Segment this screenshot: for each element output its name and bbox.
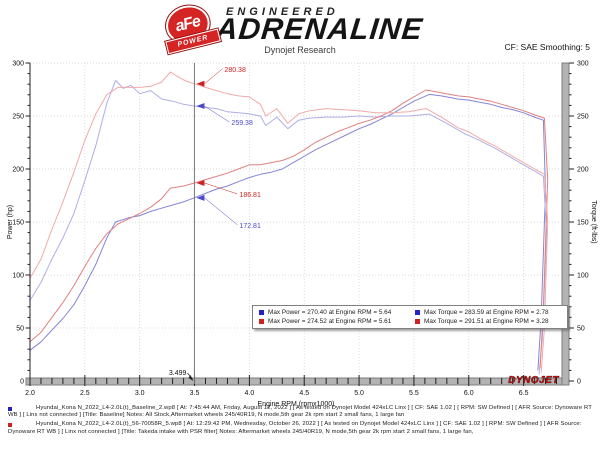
baseline-run-bullet-icon [8, 406, 12, 411]
brand-line-adrenaline: ADRENALINE [214, 13, 425, 46]
curve-takeda-intake-power-hp- [29, 89, 549, 369]
afe-power-text: POWER [176, 34, 210, 49]
svg-text:0: 0 [20, 379, 24, 386]
legend-swatch-icon [415, 310, 420, 315]
run-info-footer: Hyundai_Kona N_2022_L4-2.0L(t)_Baseline_… [0, 404, 600, 438]
legend-item: Max Power = 274.52 at Engine RPM = 5.61 [259, 318, 405, 325]
svg-text:280.38: 280.38 [224, 67, 246, 74]
smoothing-setting-label: CF: SAE Smoothing: 5 [504, 42, 590, 52]
run-info-baseline: Hyundai_Kona N_2022_L4-2.0L(t)_Baseline_… [8, 405, 596, 419]
svg-text:2.5: 2.5 [80, 390, 90, 397]
curve-baseline-power-hp- [29, 93, 546, 371]
svg-text:3.499: 3.499 [169, 370, 187, 377]
svg-text:6.5: 6.5 [519, 390, 529, 397]
svg-text:100: 100 [12, 273, 24, 280]
svg-text:3.5: 3.5 [190, 390, 200, 397]
svg-text:150: 150 [577, 220, 589, 227]
svg-text:186.81: 186.81 [239, 192, 261, 199]
legend-swatch-icon [415, 319, 420, 324]
svg-text:200: 200 [12, 167, 24, 174]
svg-text:Engine RPM (rpmx1000): Engine RPM (rpmx1000) [257, 401, 334, 408]
svg-text:4.0: 4.0 [245, 390, 255, 397]
legend: Max Power = 270.40 at Engine RPM = 5.64 M… [252, 305, 568, 329]
svg-text:200: 200 [577, 167, 589, 174]
svg-text:259.38: 259.38 [231, 120, 253, 127]
svg-text:3.0: 3.0 [135, 390, 145, 397]
brand-line-engineered: ENGINEERED [226, 6, 339, 18]
svg-text:5.0: 5.0 [354, 390, 364, 397]
legend-swatch-icon [259, 310, 264, 315]
svg-text:50: 50 [16, 326, 24, 333]
run-info-takeda: Hyundai_Kona N_2022_L4-2.0L(t)_56-70058R… [8, 421, 596, 435]
svg-text:250: 250 [577, 114, 589, 121]
svg-text:300: 300 [577, 61, 589, 68]
svg-text:4.5: 4.5 [299, 390, 309, 397]
dynojet-watermark: DYNOJET [508, 375, 559, 386]
curve-takeda-intake-torque-ft-lbs- [29, 71, 549, 373]
svg-text:Power (hp): Power (hp) [7, 205, 14, 239]
run-info-text: Hyundai_Kona N_2022_L4-2.0L(t)_56-70058R… [8, 421, 582, 435]
svg-text:300: 300 [12, 61, 24, 68]
svg-text:172.81: 172.81 [239, 223, 261, 230]
run-info-text: Hyundai_Kona N_2022_L4-2.0L(t)_Baseline_… [8, 405, 592, 419]
legend-item: Max Torque = 283.59 at Engine RPM = 2.78 [415, 309, 561, 316]
svg-text:50: 50 [577, 326, 585, 333]
legend-swatch-icon [259, 319, 264, 324]
legend-item: Max Power = 270.40 at Engine RPM = 5.64 [259, 309, 405, 316]
svg-text:5.5: 5.5 [409, 390, 419, 397]
svg-text:Torque (ft-lbs): Torque (ft-lbs) [590, 200, 597, 243]
svg-text:6.0: 6.0 [464, 390, 474, 397]
takeda-run-bullet-icon [8, 422, 12, 427]
legend-item: Max Torque = 291.51 at Engine RPM = 3.28 [415, 318, 561, 325]
svg-text:2.0: 2.0 [25, 390, 35, 397]
svg-text:150: 150 [12, 220, 24, 227]
svg-text:250: 250 [12, 114, 24, 121]
cursor-group: 280.38 259.38 186.81 172.81 3.499 [169, 63, 261, 384]
chart-title: Dynojet Research [264, 45, 336, 55]
svg-text:0: 0 [577, 379, 581, 386]
svg-text:100: 100 [577, 273, 589, 280]
